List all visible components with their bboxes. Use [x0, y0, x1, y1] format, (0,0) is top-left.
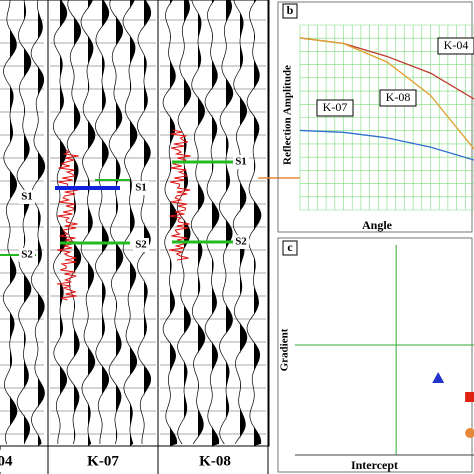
seismic-trace [136, 0, 152, 445]
seismic-trace [190, 0, 206, 445]
label-bg [133, 238, 149, 252]
horizon-label: S1 [235, 156, 247, 168]
well-label: K-07 [87, 453, 119, 469]
series-tag: K-04 [444, 38, 469, 52]
seismic-fill [226, 0, 233, 446]
seismic-fill [240, 0, 247, 446]
series-line [299, 37, 474, 150]
seismic-trace [52, 0, 68, 445]
seismic-fill [198, 0, 205, 446]
well-label: 04 [0, 453, 13, 469]
seismic-trace [2, 0, 18, 445]
panel-c-frame [277, 237, 473, 473]
label-bg [233, 155, 249, 169]
series-line [299, 129, 474, 161]
panel-tag-box [282, 3, 298, 19]
panel-tag: b [287, 3, 294, 17]
label-bg [79, 450, 127, 472]
seismic-trace [204, 0, 220, 445]
series-tag-box [437, 37, 474, 55]
label-bg [19, 190, 35, 204]
panel-tag-box [282, 240, 298, 256]
horizon-label: S1 [21, 191, 33, 203]
seismic-trace [94, 0, 110, 445]
point [465, 428, 474, 438]
horizon-label: S2 [21, 249, 33, 261]
horizon-label: S2 [235, 236, 247, 248]
seismic-fill [88, 0, 95, 446]
horizon-label: S2 [135, 239, 147, 251]
seismic-fill [116, 0, 123, 446]
series-tag-box [379, 89, 417, 107]
panel-a: 04 S1 S2 K-07 S1 S2 K-08 S1 S2 [0, 0, 300, 474]
seismic-trace [232, 0, 248, 445]
log-curve [169, 129, 191, 261]
seismic-trace [16, 0, 32, 445]
seismic-fill [254, 0, 261, 446]
horizon-label: S1 [135, 182, 147, 194]
seismic-trace [122, 0, 138, 445]
well-label: K-08 [199, 453, 231, 469]
x-axis-label: Angle [362, 218, 393, 232]
point [465, 392, 474, 402]
seismic-fill [170, 0, 177, 446]
seismic-fill [74, 0, 81, 446]
seismic-trace [108, 0, 124, 445]
label-bg [233, 235, 249, 249]
label-bg [0, 450, 15, 472]
y-axis-label: Reflection Amplitude [282, 65, 294, 165]
seismic-trace [30, 0, 46, 445]
panel-b-frame [277, 1, 473, 233]
x-axis-label: Intercept [351, 458, 398, 472]
point [432, 372, 445, 383]
seismic-trace [176, 0, 192, 445]
seismic-trace [162, 0, 178, 445]
seismic-fill [212, 0, 219, 446]
label-bg [19, 248, 35, 262]
series-tag: K-08 [386, 90, 411, 104]
series-tag: K-07 [323, 100, 348, 114]
log-curve [57, 149, 79, 301]
panel-a-frame [0, 0, 270, 447]
seismic-fill [130, 0, 137, 446]
series-tag-box [316, 99, 354, 117]
label-bg [191, 450, 239, 472]
label-bg [133, 181, 149, 195]
seismic-trace [218, 0, 234, 445]
seismic-trace [246, 0, 262, 445]
panel-tag: c [287, 240, 293, 254]
y-axis-label: Gradient [279, 328, 291, 371]
seismic-trace [66, 0, 82, 445]
seismic-fill [38, 0, 45, 446]
seismic-trace [80, 0, 96, 445]
